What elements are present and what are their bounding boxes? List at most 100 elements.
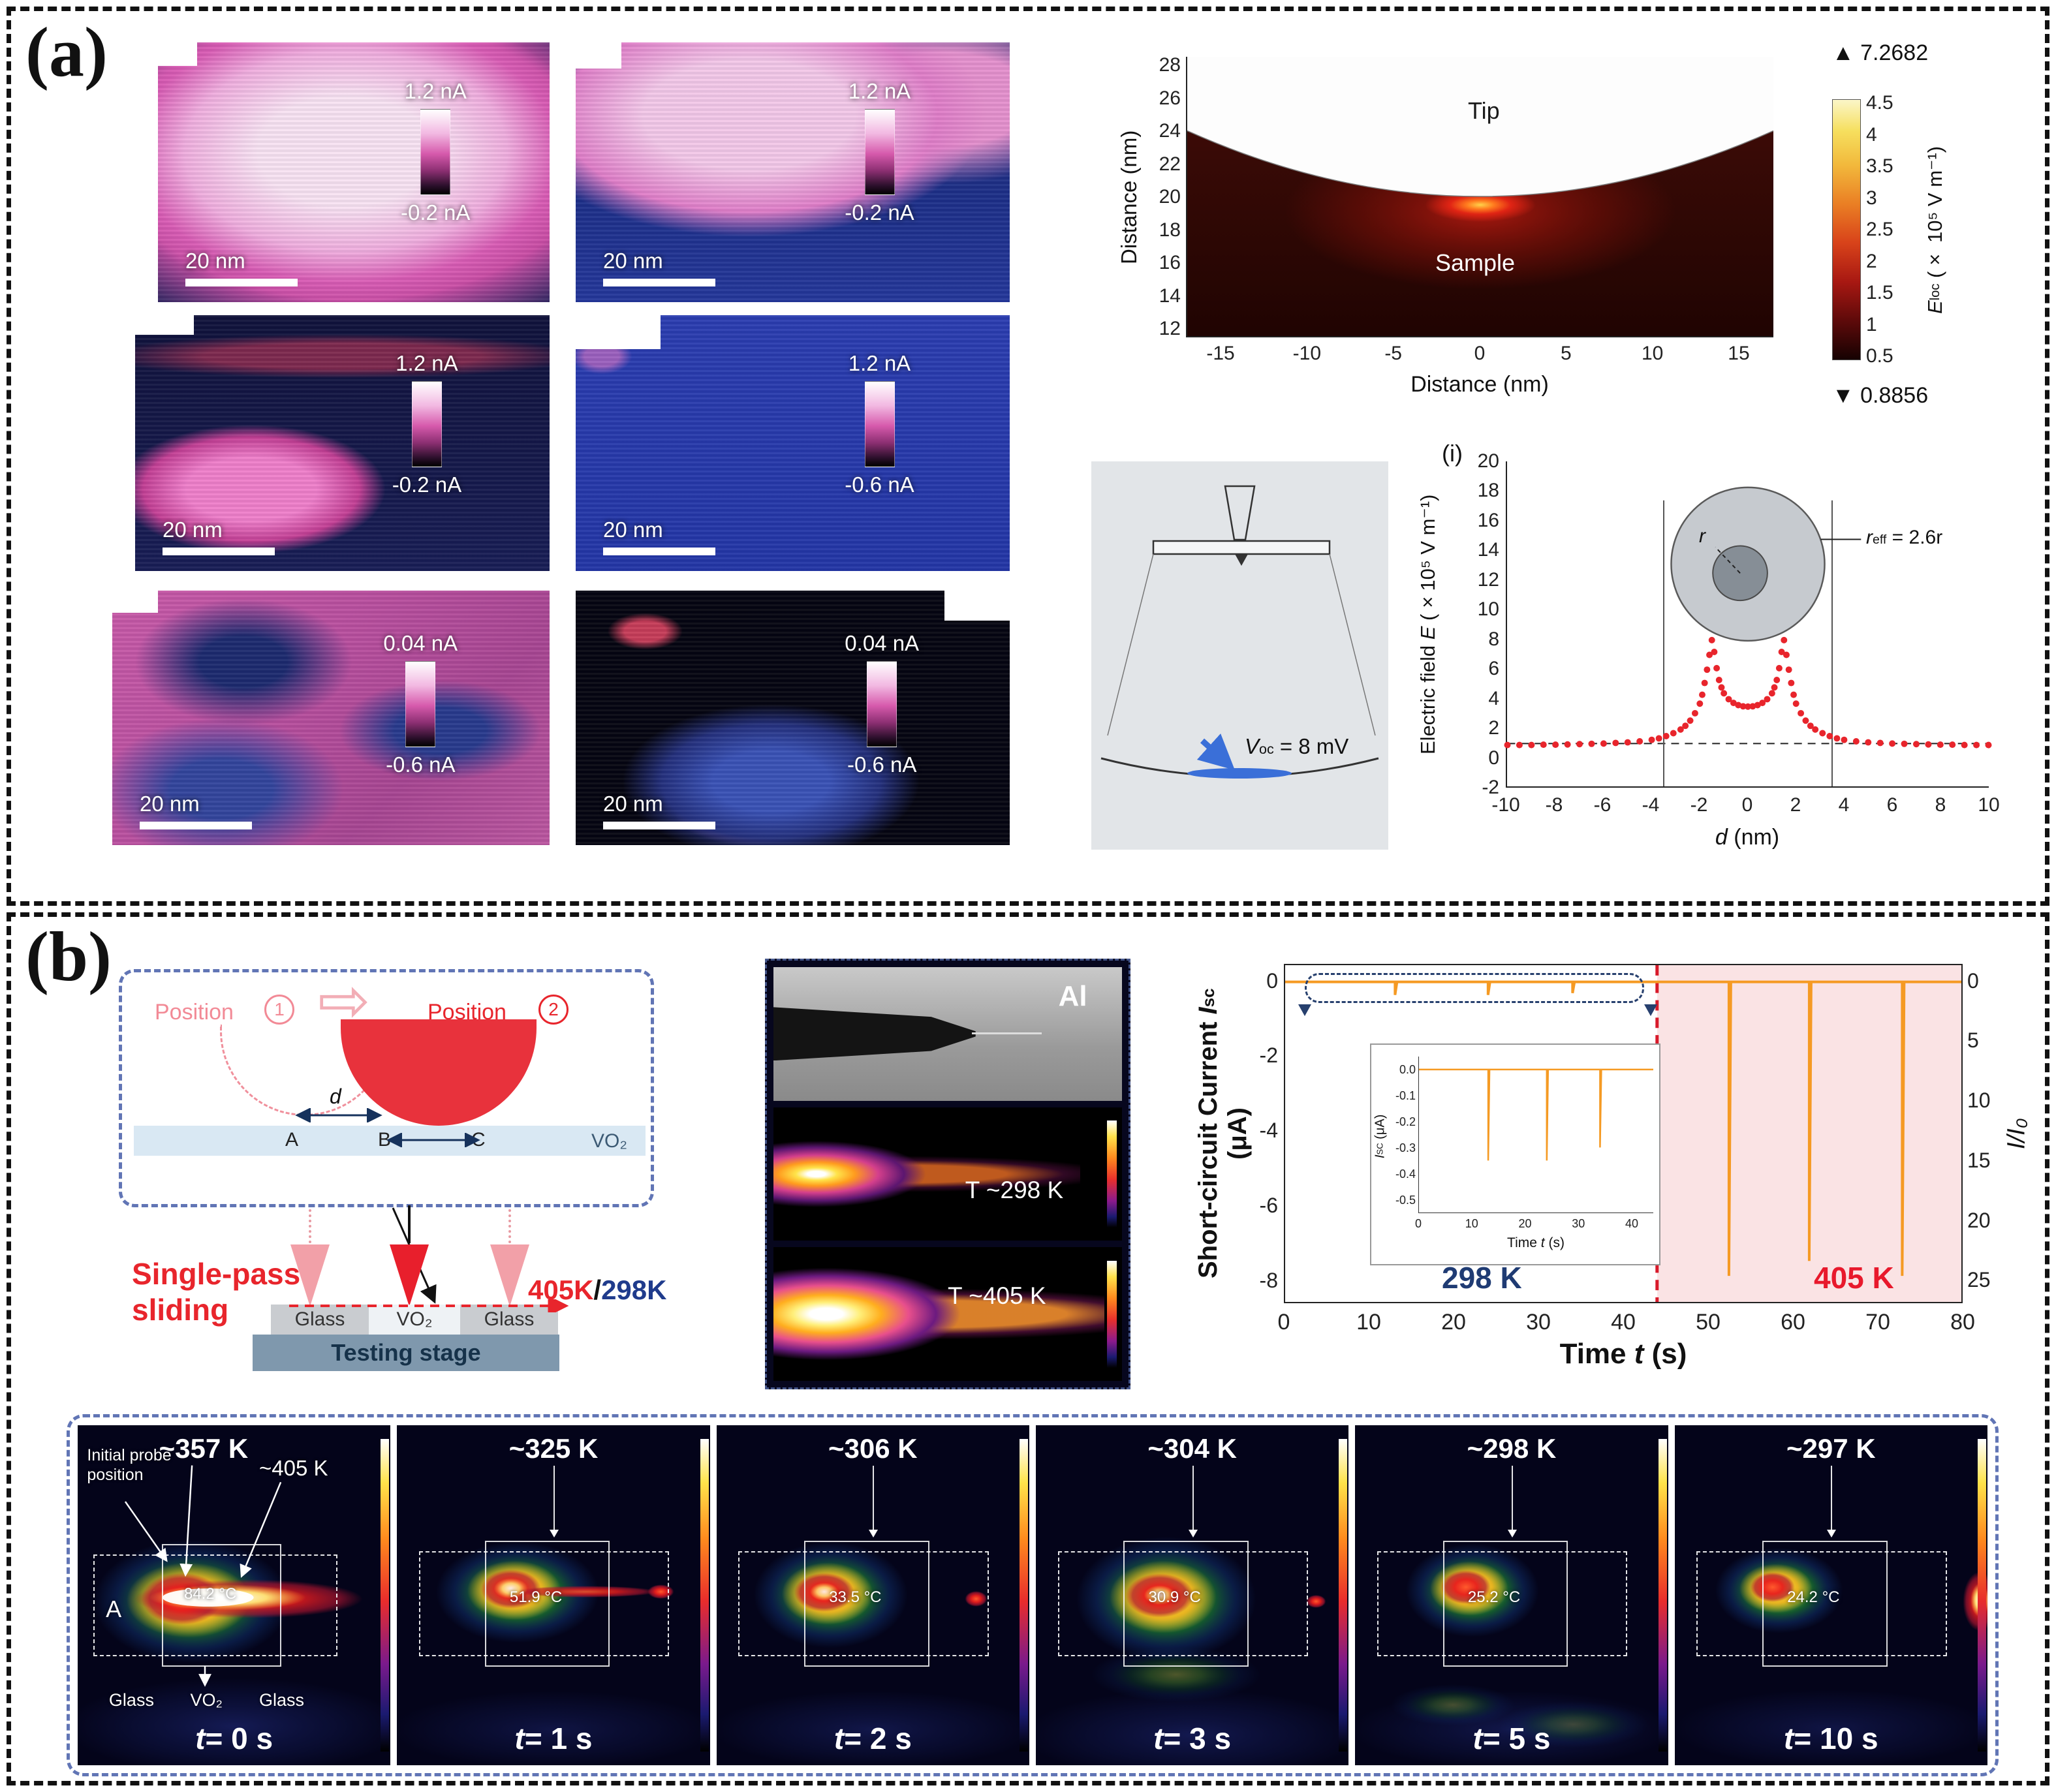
isc-plot-area: 298 K 405 K ISC (μA) 0.0 -0.1 -0.2 -0.3 -0.4… [1284,964,1963,1303]
inset-y-ticks: 0.0 -0.1 -0.2 -0.3 -0.4 -0.5 [1395,1062,1416,1207]
vo2-film-label: VO₂ [591,1130,627,1152]
scan-notch [576,42,621,69]
colorbar-max: 0.04 nA [845,631,920,656]
spot-reading: 33.5 °C [829,1588,882,1607]
frame-temp-label: ~357 K [159,1433,249,1464]
efield-x-ticks: -10 -8 -6 -4 -2 0 2 4 6 8 10 [1491,794,2000,816]
sim-plot: Tip Sample [1186,57,1773,337]
ir-frame-2: ~306 K 33.5 °C t= 2 s [716,1425,1029,1765]
position-1-label: Position [155,1000,234,1025]
single-pass-label-1: Single-pass [132,1257,301,1291]
sliding-path-arrow [289,1299,569,1312]
sim-colorbar-ticks: 4.5 4 3.5 3 2.5 2 1.5 1 0.5 [1866,92,1893,367]
probe-region-outline [1442,1541,1568,1667]
slide-direction-arrow-icon: ⇨ [318,966,371,1036]
bracket-arrow-left-icon [1298,1004,1311,1016]
sample-region-label: Sample [1435,249,1516,276]
colorbar-max: 1.2 nA [848,78,911,103]
thermal-image-column: Al T ~298 K T ~405 K [765,959,1130,1389]
colorbar-strip [867,661,897,748]
probe-cone-ghost-right [490,1244,529,1306]
scalebar: 20 nm [163,518,275,555]
isc-x-axis-label: Time t (s) [1559,1338,1687,1370]
frame-temp-label: ~298 K [1467,1433,1557,1464]
afm-image [576,315,1010,571]
ir-frame-strip: ~357 K Initial probe position ~405 K A G… [67,1414,1999,1776]
colorbar-min: -0.6 nA [386,752,456,777]
roi-outline [1377,1551,1628,1657]
probe-path-left [309,1209,311,1243]
current-colorbar: 1.2 nA -0.2 nA [392,351,461,497]
glass-right-bar: Glass [460,1305,558,1335]
sim-colorbar [1832,99,1861,360]
probe-region-outline [1123,1541,1249,1667]
min-triangle-icon: ▼ [1832,383,1854,408]
vo2-note: VO₂ [190,1690,223,1710]
hot-405-note: ~405 K [259,1455,328,1480]
frame-time-label: t= 1 s [514,1722,593,1755]
ir-colorbar [1019,1438,1028,1752]
roi-outline [93,1554,337,1657]
thermal-image-298k: T ~298 K [773,1107,1122,1241]
colorbar-min: -0.2 nA [392,472,462,497]
ir-colorbar [1107,1260,1117,1368]
max-triangle-icon: ▲ [1832,40,1854,65]
temp-leader-line [549,1466,559,1537]
sliding-schematic-box: Position 1 ⇨ Position 2 VO₂ A B C d [119,969,654,1207]
frame-time-label: t= 0 s [195,1722,273,1755]
probe-cone-ghost-left [290,1244,330,1306]
frame-time-label: t= 5 s [1472,1722,1551,1755]
ir-frame-0: ~357 K Initial probe position ~405 K A G… [78,1425,391,1765]
frame-temp-label: ~306 K [828,1433,918,1464]
sim-colorbar-label: Eloc (× 10⁵ V m⁻¹) [1924,146,1946,314]
thermal-flame [773,1131,1080,1217]
current-colorbar: 1.2 nA -0.2 nA [845,79,914,225]
probe-region-outline [1762,1541,1888,1667]
roi-outline [1696,1551,1947,1657]
colorbar-max: 1.2 nA [396,350,458,375]
distance-d-label: d [330,1085,341,1108]
probe-photo: Al [773,967,1122,1101]
position-1-number: 1 [264,995,294,1025]
colorbar-max: 1.2 nA [404,78,467,103]
panel-a: (a) 1.2 nA -0.2 nA 20 nm 1.2 nA -0.2 nA … [7,7,2049,906]
cold-phase-bracket [1305,973,1644,1003]
glass-left-bar: Glass [271,1305,369,1335]
isc-y-ticks: 0 -2 -4 -6 -8 [1259,968,1278,1292]
frame-temp-label: ~297 K [1786,1433,1876,1464]
tip-contact-schematic: Voc = 8 mV [1091,461,1388,850]
afm-image [576,42,1010,302]
inset-plot-area [1418,1057,1653,1213]
inset-x-axis-label: Time t (s) [1507,1235,1565,1250]
isc-plot: Short-circuit Current Isc (μA) 0 -2 -4 -6 -8… [1194,935,2038,1391]
temp-leader-line [1827,1466,1837,1537]
colorbar-strip [864,108,895,195]
frame-temp-label: ~304 K [1147,1433,1237,1464]
efield-y-ticks: 20 18 16 14 12 10 8 6 4 2 0 -2 [1477,450,1499,798]
phase-hot-label: 405 K [1814,1261,1894,1295]
inset-chart [1419,1068,1653,1161]
field-max-marker: ▲ 7.2682 [1832,40,1929,65]
panel-a-label: (a) [25,14,108,91]
frame-time-label: t= 3 s [1153,1722,1232,1755]
ir-colorbar [381,1438,390,1752]
temp-405-label: T ~405 K [948,1282,1046,1309]
efield-y-axis-label: Electric field E (×10⁵ V m⁻¹) [1416,494,1439,755]
spot-reading: 25.2 °C [1467,1588,1521,1607]
spot-reading: 30.9 °C [1148,1588,1201,1607]
effective-radius-label: reff = 2.6r [1866,527,1943,548]
current-map-6: 0.04 nA -0.6 nA 20 nm [576,591,1010,845]
spot-reading: 84.2 °C [183,1584,237,1603]
frame-annotations [124,1465,282,1687]
inset-x-ticks: 0 10 20 30 40 [1415,1217,1639,1230]
isc-right-axis-label: I/I₀ [2002,1118,2031,1149]
scalebar: 20 nm [140,792,252,829]
ir-frame-4: ~298 K 25.2 °C t= 5 s [1355,1425,1668,1765]
afm-image [158,42,550,302]
sim-x-axis-label: Distance (nm) [1410,372,1549,397]
probe-cone-active [390,1244,429,1306]
efield-x-axis-label: d (nm) [1715,825,1780,850]
temp-leader-line [869,1466,879,1537]
ir-colorbar [1107,1120,1117,1228]
